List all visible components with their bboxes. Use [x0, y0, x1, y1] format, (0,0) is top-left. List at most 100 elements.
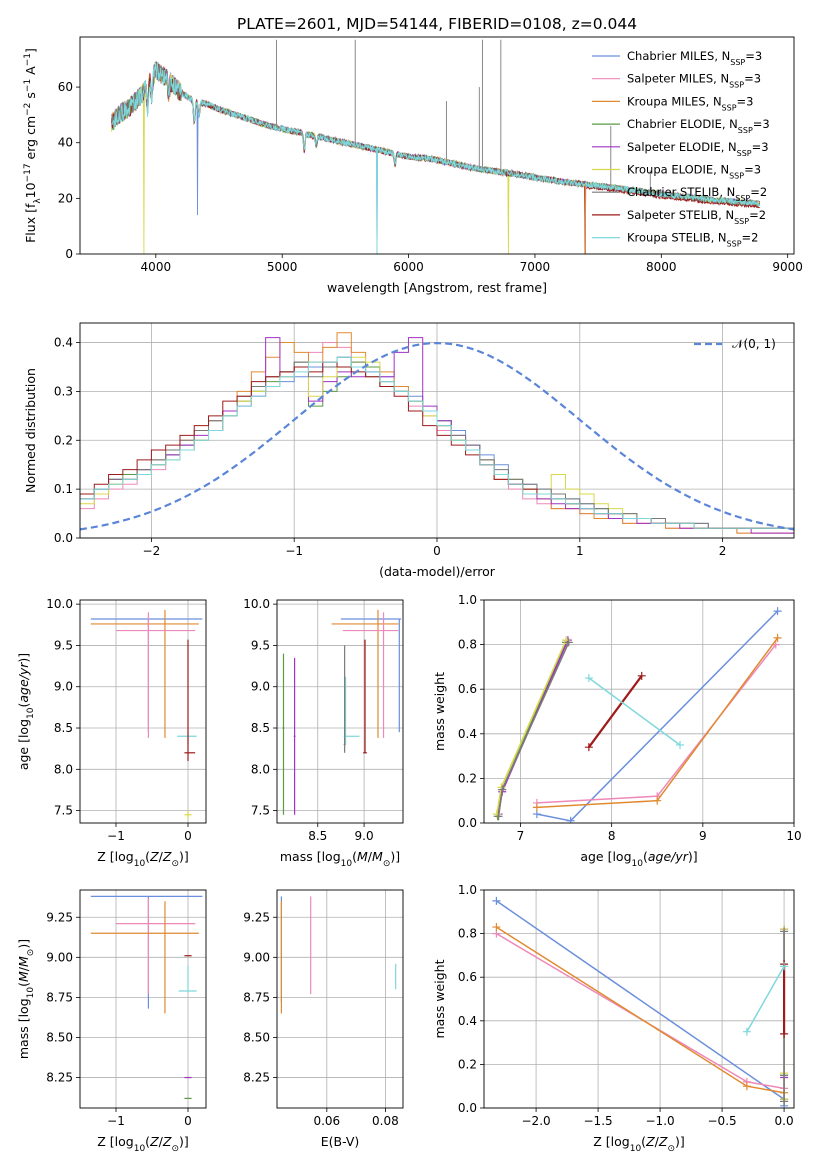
y-tick-label: 0.0: [458, 1101, 477, 1115]
y-tick-label: 20: [58, 191, 73, 205]
y-axis-label-part: M: [16, 971, 31, 982]
legend-entry: Salpeter MILES, NSSP=3: [592, 72, 761, 90]
axes-frame: [276, 889, 404, 1109]
axes-frame: [483, 889, 795, 1109]
errorbar-kroupa-miles: [331, 609, 399, 738]
x-axis-label-part: ⊙: [171, 1144, 179, 1154]
x-tick-label: 8000: [646, 260, 677, 274]
x-axis-label-part: ⊙: [667, 1144, 675, 1154]
x-tick-label: 8: [608, 829, 616, 843]
legend-label-suffix: =3: [744, 72, 761, 86]
x-axis-label-part: 10: [630, 1144, 642, 1154]
y-tick-label: 1.0: [458, 883, 477, 897]
legend-label-base: Chabrier ELODIE, N: [627, 117, 738, 131]
legend-label: Kroupa MILES, NSSP=3: [627, 94, 753, 112]
figure-title: PLATE=2601, MJD=54144, FIBERID=0108, z=0…: [237, 15, 637, 33]
y-axis-label-part: age/yr: [16, 662, 31, 703]
plot-area: [280, 896, 397, 1014]
y-axis-label-part: 10: [26, 707, 36, 719]
legend-label-base: Salpeter STELIB, N: [627, 208, 734, 222]
y-axis-label-part: ]: [23, 48, 38, 53]
x-axis-label: E(B-V): [321, 1134, 360, 1149]
y-tick-label: 60: [58, 80, 73, 94]
y-tick-label: 8.75: [243, 990, 270, 1004]
x-tick-label: 10: [786, 829, 801, 843]
series-line: [496, 932, 785, 1090]
legend-label-suffix: =3: [753, 117, 770, 131]
x-tick-label: 4000: [141, 260, 172, 274]
x-tick-label: −1: [107, 1114, 125, 1128]
series-marker: [742, 1082, 751, 1091]
errorbar-salpeter-elodie: [293, 657, 296, 815]
series-line: [495, 900, 785, 1106]
y-tick-label: 8.0: [54, 762, 73, 776]
series-marker: [492, 896, 501, 905]
errorbar-kroupa-stelib: [177, 732, 197, 745]
panel-mass-vs-ebv: 0.06 0.08 8.25 8.50 8.75 9.00 9.25 E(B-V): [243, 889, 404, 1149]
series-line: [588, 675, 643, 748]
x-axis-label-part: ⊙: [171, 859, 179, 869]
errorbar-salpeter-miles: [342, 612, 399, 738]
series-marker: [780, 927, 789, 936]
legend-label: Salpeter MILES, NSSP=3: [627, 72, 761, 90]
y-tick-label: 0.0: [54, 531, 73, 545]
x-axis-label-part: (: [352, 849, 357, 864]
legend-label: Kroupa ELODIE, NSSP=3: [627, 163, 761, 181]
x-tick-label: 0.08: [372, 1114, 399, 1128]
x-axis-label-part: /: [368, 849, 373, 864]
x-axis-label-part: 10: [134, 859, 146, 869]
x-tick-label: 7000: [520, 260, 551, 274]
legend-label-base: Salpeter MILES, N: [627, 72, 729, 86]
series-marker: [780, 1029, 789, 1038]
y-tick-label: 40: [58, 136, 73, 150]
legend-label-base: Chabrier STELIB, N: [627, 185, 735, 199]
y-axis-label-part: (: [16, 703, 31, 708]
x-axis-label-part: Z [log: [593, 1134, 629, 1149]
y-tick-label: 8.50: [243, 1030, 270, 1044]
x-tick-label: −1: [285, 544, 303, 558]
y-axis-label: Flux [fλ10−17 erg cm−2 s−1 A−1]: [23, 48, 43, 243]
series-marker: [780, 1097, 789, 1106]
y-tick-label: 0.4: [54, 336, 73, 350]
series-marker: [676, 740, 685, 749]
legend-label-sub: SSP: [727, 239, 742, 248]
x-axis-label-part: mass [log: [280, 849, 341, 864]
errorbar-chabrier-elodie: [282, 653, 285, 815]
x-tick-label: 5000: [267, 260, 298, 274]
x-axis-label-part: Z: [149, 849, 159, 864]
x-axis-label-part: E(B-V): [321, 1134, 360, 1149]
y-tick-label: 8.75: [46, 990, 73, 1004]
panel-residuals: −2 −1 0 1 2 0.0 0.1 0.2 0.3 0.4 𝒩(0, 1) (data-model…: [23, 322, 795, 579]
y-tick-label: 0.4: [458, 727, 477, 741]
series-marker: [653, 796, 662, 805]
y-tick-label: 0.8: [458, 638, 477, 652]
y-tick-label: 9.00: [46, 950, 73, 964]
y-axis-label-part: λ: [33, 198, 43, 204]
x-axis-label-part: Z [log: [97, 1134, 133, 1149]
legend-label-base: Kroupa STELIB, N: [627, 231, 727, 245]
legend-label: Chabrier ELODIE, NSSP=3: [627, 117, 770, 135]
panel-age-vs-Z: −1 07.58.08.59.09.510.0Z [log10(Z/Z⊙)]age…: [16, 597, 207, 869]
y-tick-label: 1.0: [458, 593, 477, 607]
x-tick-label: −2: [143, 544, 161, 558]
x-axis-label-part: age/yr: [648, 849, 689, 864]
y-axis-label-part: −1: [23, 79, 33, 92]
y-tick-label: 0.2: [458, 1057, 477, 1071]
x-tick-label: −1.5: [584, 1114, 613, 1128]
x-axis-label: Z [log10(Z/Z⊙)]: [593, 1134, 685, 1154]
x-tick-label: 7: [517, 829, 525, 843]
legend-label: Salpeter ELODIE, NSSP=3: [627, 140, 769, 158]
legend-label-base: Salpeter ELODIE, N: [627, 140, 737, 154]
y-axis-label-part: −17: [23, 163, 33, 182]
y-tick-label: 9.25: [243, 910, 270, 924]
x-axis-label-part: ⊙: [383, 859, 391, 869]
x-axis-label-part: )]: [179, 1134, 189, 1149]
y-axis-label-part: (: [16, 982, 31, 987]
series-kroupa-stelib: [584, 674, 685, 749]
y-axis-label-part: mass weight: [432, 959, 447, 1038]
errorbar-chabrier-miles: [90, 618, 203, 733]
y-axis-label-part: )]: [16, 939, 31, 949]
x-tick-label: 0: [184, 1114, 192, 1128]
legend-label-sub: SSP: [729, 80, 744, 89]
